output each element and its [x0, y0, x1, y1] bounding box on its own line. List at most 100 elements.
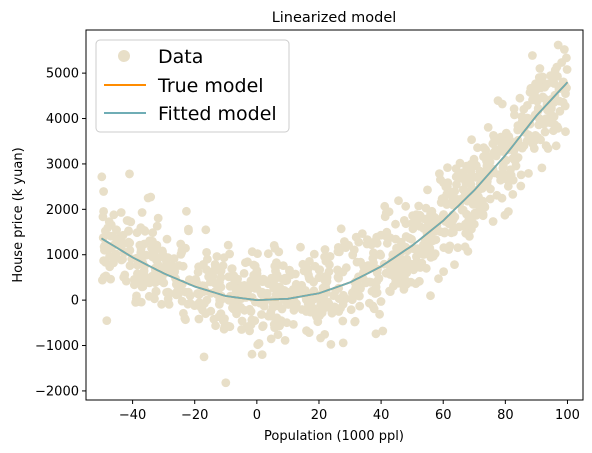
data-point	[201, 225, 211, 235]
data-point	[289, 305, 299, 315]
data-point	[181, 243, 190, 253]
data-point	[553, 40, 563, 50]
data-point	[423, 185, 432, 195]
data-point	[550, 65, 560, 75]
line-layer	[101, 81, 569, 302]
data-point	[489, 148, 499, 158]
data-point	[116, 208, 126, 217]
data-point	[298, 259, 308, 269]
data-point	[448, 192, 457, 202]
data-point	[150, 294, 159, 304]
data-point	[429, 251, 438, 261]
y-tick-label: 2000	[46, 203, 79, 218]
data-point	[335, 247, 344, 257]
data-point	[488, 217, 498, 226]
data-point	[503, 181, 513, 191]
y-tick-label: 4000	[46, 112, 79, 127]
data-point	[199, 299, 209, 309]
data-point	[350, 316, 360, 326]
data-point	[378, 326, 388, 336]
legend-true-model-label: True model	[157, 75, 264, 97]
data-point	[151, 286, 161, 296]
data-point	[304, 273, 314, 283]
data-point	[234, 284, 243, 294]
data-point	[415, 263, 425, 272]
data-point	[192, 278, 202, 288]
data-point	[98, 275, 107, 285]
data-point	[181, 287, 191, 297]
data-point	[299, 266, 309, 276]
y-tick-label: −1000	[35, 339, 79, 354]
data-point	[500, 210, 510, 220]
data-point	[543, 144, 553, 153]
data-point	[449, 227, 458, 237]
data-point	[147, 243, 156, 253]
data-point	[123, 227, 133, 236]
data-point	[180, 314, 190, 323]
data-point	[157, 299, 167, 309]
data-point	[266, 334, 276, 344]
data-point	[515, 93, 525, 103]
scatter-layer	[97, 40, 572, 388]
data-point	[375, 309, 384, 319]
data-point	[104, 217, 114, 227]
data-point	[439, 210, 448, 219]
x-tick-label: −40	[119, 408, 146, 423]
data-point	[537, 163, 547, 173]
data-point	[202, 248, 212, 257]
data-point	[229, 271, 239, 281]
data-point	[498, 163, 508, 173]
data-point	[263, 249, 273, 259]
data-point	[338, 316, 348, 326]
data-point	[216, 266, 226, 276]
data-point	[125, 261, 135, 271]
data-point	[320, 245, 330, 254]
data-point	[209, 314, 219, 324]
data-point	[530, 110, 540, 120]
y-tick-label: 3000	[46, 157, 79, 172]
data-point	[460, 242, 470, 252]
data-point	[207, 277, 217, 286]
data-point	[137, 208, 147, 217]
data-point	[496, 143, 506, 153]
data-point	[538, 92, 548, 102]
data-point	[553, 123, 563, 133]
x-tick-label: 40	[373, 408, 390, 423]
data-point	[227, 264, 237, 273]
data-point	[439, 267, 448, 276]
data-point	[136, 297, 146, 307]
data-point	[356, 257, 365, 267]
y-tick-label: 1000	[46, 248, 79, 263]
x-tick-label: 100	[555, 408, 580, 423]
data-point	[257, 310, 266, 319]
data-point	[257, 287, 267, 297]
data-point	[253, 249, 262, 258]
data-point	[221, 320, 231, 330]
data-point	[143, 193, 153, 203]
data-point	[426, 291, 435, 301]
data-point	[473, 143, 482, 153]
data-point	[99, 207, 108, 216]
data-point	[467, 135, 476, 145]
legend[interactable]: Data True model Fitted model	[95, 39, 290, 133]
data-point	[185, 275, 194, 284]
data-point	[334, 294, 344, 303]
data-point	[517, 112, 527, 122]
data-point	[99, 187, 108, 196]
data-point	[193, 267, 203, 277]
data-point	[289, 320, 298, 329]
data-point	[430, 235, 439, 245]
data-point	[236, 302, 246, 312]
data-point	[394, 196, 403, 206]
data-point	[497, 99, 507, 109]
data-point	[170, 267, 180, 276]
data-point	[242, 288, 252, 298]
data-point	[316, 333, 325, 343]
data-point	[162, 234, 172, 244]
data-point	[486, 184, 495, 194]
data-point	[152, 272, 162, 282]
data-point	[133, 269, 142, 279]
data-point	[528, 51, 537, 60]
data-point	[540, 127, 550, 137]
data-point	[101, 226, 110, 236]
